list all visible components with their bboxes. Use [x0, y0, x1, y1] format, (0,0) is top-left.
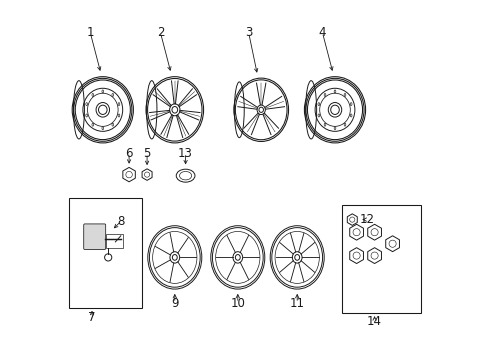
FancyBboxPatch shape — [84, 224, 106, 249]
Text: 2: 2 — [157, 26, 164, 39]
Text: 14: 14 — [367, 315, 382, 328]
Bar — [342, 205, 421, 313]
Text: 10: 10 — [230, 297, 245, 310]
Bar — [106, 234, 122, 248]
Text: 9: 9 — [171, 297, 178, 310]
Text: 7: 7 — [88, 311, 96, 324]
Text: 8: 8 — [117, 215, 124, 228]
Text: 1: 1 — [86, 26, 94, 39]
Text: 11: 11 — [290, 297, 305, 310]
Text: 6: 6 — [125, 147, 133, 159]
Text: 4: 4 — [318, 26, 326, 39]
Text: 12: 12 — [359, 213, 374, 226]
Text: 13: 13 — [178, 147, 193, 159]
Text: 5: 5 — [144, 147, 151, 159]
Text: 3: 3 — [245, 26, 252, 39]
Bar — [69, 198, 143, 308]
